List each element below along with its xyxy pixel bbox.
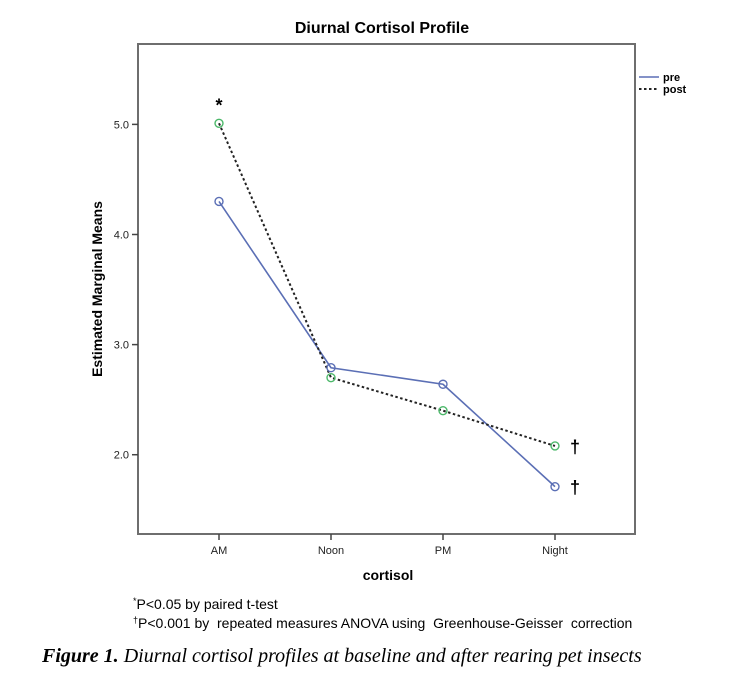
y-tick-label: 2.0 [114,450,129,462]
data-point-post [214,118,224,128]
data-point-post [438,405,448,416]
x-tick-label: PM [435,545,452,557]
y-axis: 2.0 3.0 4.0 5.0 [114,119,138,462]
significance-marker: † [570,478,580,498]
footnote-2-symbol: † [133,615,139,625]
x-tick-label: Noon [318,545,344,557]
figure-caption-text: Diurnal cortisol profiles at baseline an… [118,645,642,667]
footnote-1-symbol: * [133,596,137,606]
significance-marker: † [570,437,580,457]
chart: Diurnal Cortisol Profile 2.0 3.0 4.0 5.0 AM… [89,20,687,583]
figure-label: Figure 1. [42,645,119,667]
footnote-2-text: P<0.001 by repeated measures ANOVA using… [138,615,633,631]
data-point-pre [550,481,560,492]
data-point-pre [438,379,448,389]
figure-caption: Figure 1. Diurnal cortisol profiles at b… [42,645,642,668]
data-point-post [326,372,336,383]
footnote-2: †P<0.001 by repeated measures ANOVA usin… [133,615,632,631]
y-axis-label: Estimated Marginal Means [89,201,105,377]
data-point-pre [326,363,336,373]
x-axis-label: cortisol [363,567,414,583]
footnote-1: *P<0.05 by paired t-test [133,596,278,612]
series-layer [214,118,560,492]
legend-label-pre: pre [663,72,680,84]
annotations-layer: * † † [215,95,580,497]
significance-marker: * [215,95,222,115]
y-tick-label: 3.0 [114,340,129,352]
x-tick-label: Night [542,545,568,557]
data-point-pre [214,196,224,207]
series-line-pre [218,201,556,488]
chart-title: Diurnal Cortisol Profile [295,20,469,37]
x-tick-label: AM [211,545,228,557]
legend-label-post: post [663,84,687,96]
y-tick-label: 5.0 [114,119,129,131]
data-point-post [550,441,560,451]
y-tick-label: 4.0 [114,229,129,241]
x-axis: AM Noon PM Night [211,534,568,557]
footnote-1-text: P<0.05 by paired t-test [136,596,278,612]
series-line-post [218,122,556,447]
plot-frame [137,43,636,535]
